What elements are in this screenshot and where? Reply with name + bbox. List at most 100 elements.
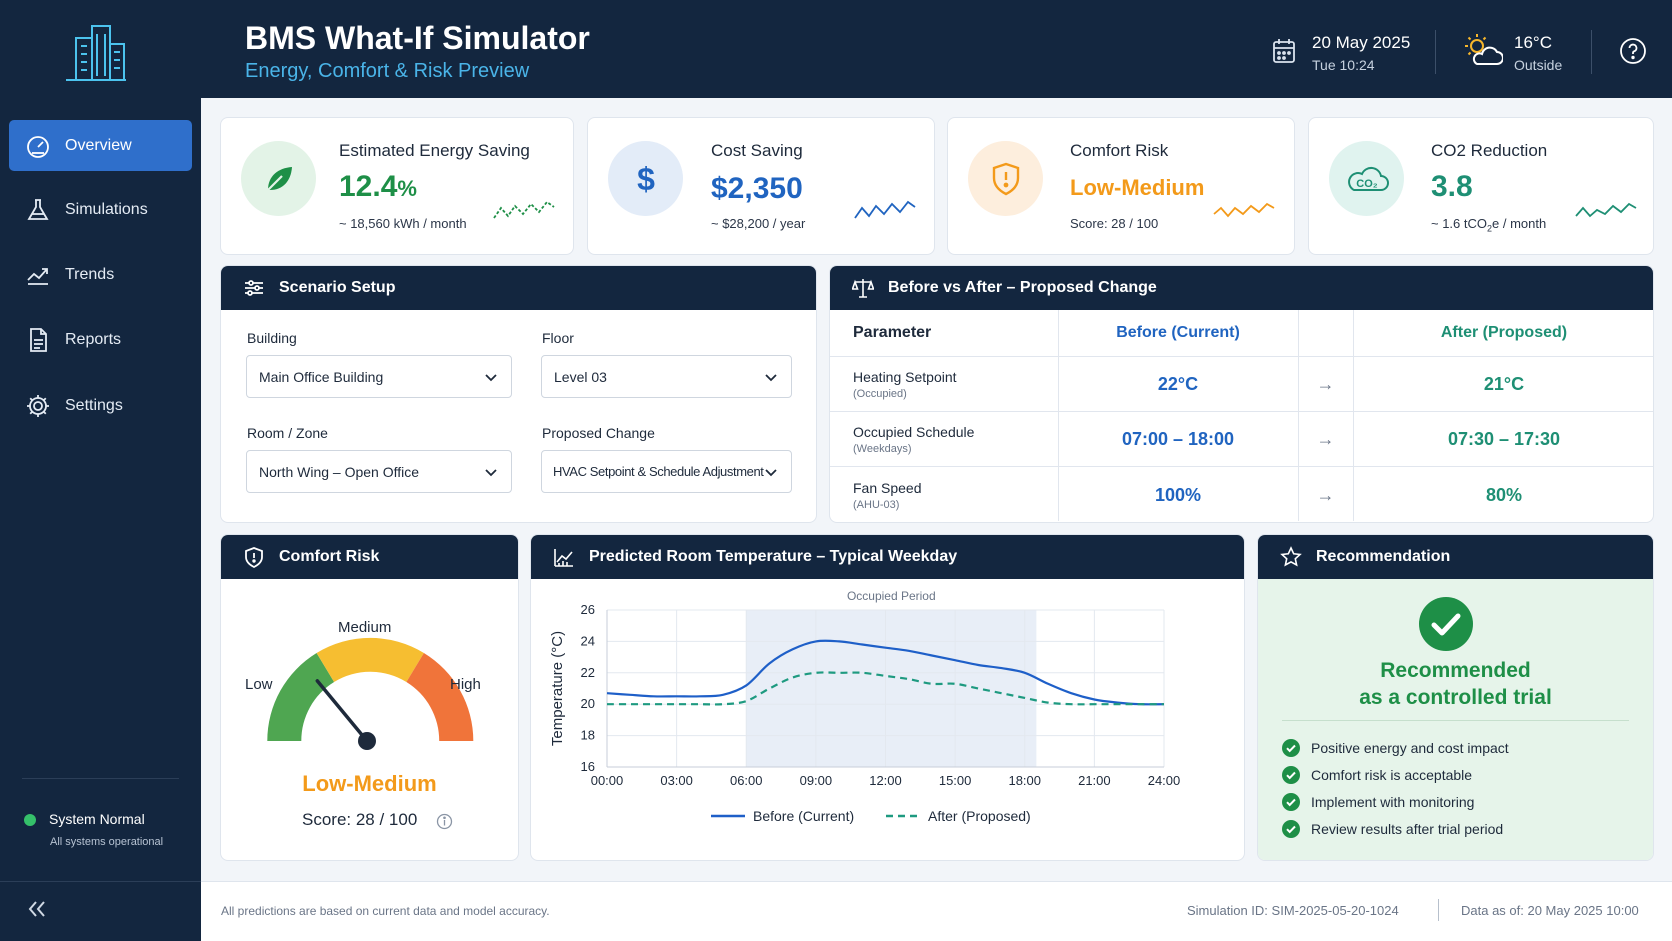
gauge-low-segment — [267, 653, 335, 741]
list-item: Comfort risk is acceptable — [1282, 766, 1472, 784]
kpi-icon-circle: $ — [608, 141, 683, 216]
kpi-subtext: ~ $28,200 / year — [711, 216, 806, 231]
table-row: Fan Speed (AHU-03) 100% → 80% — [830, 466, 1653, 522]
sparkline — [493, 200, 555, 219]
chevron-down-icon — [765, 374, 777, 382]
gauge-icon — [27, 135, 49, 158]
after-value: 07:30 – 17:30 — [1447, 428, 1561, 449]
legend-label: Before (Current) — [753, 808, 854, 824]
sidebar-item-trends[interactable]: Trends — [9, 249, 192, 300]
list-item-text: Comfort risk is acceptable — [1311, 767, 1473, 783]
kpi-value: 12.4% — [339, 170, 417, 204]
column-header-after: After (Proposed) — [1440, 324, 1568, 341]
parameter-detail: (Weekdays) — [853, 442, 912, 455]
kpi-value: $2,350 — [711, 172, 803, 205]
y-tick-label: 26 — [581, 602, 595, 617]
kpi-icon-circle — [968, 141, 1043, 216]
chevron-down-icon — [485, 469, 497, 477]
kpi-subtext: ~ 1.6 tCO2e / month — [1431, 216, 1546, 234]
sparkline — [1575, 202, 1637, 218]
comfort-gauge — [267, 637, 474, 750]
sidebar-item-reports[interactable]: Reports — [9, 314, 192, 365]
status-title: System Normal — [49, 811, 145, 827]
kpi-card-energy: Estimated Energy Saving 12.4% ~ 18,560 k… — [220, 117, 574, 255]
change-select[interactable]: HVAC Setpoint & Schedule Adjustment — [541, 450, 792, 493]
before-value: 07:00 – 18:00 — [1121, 428, 1235, 449]
panel-title: Scenario Setup — [279, 279, 396, 296]
x-tick-label: 15:00 — [939, 773, 972, 788]
kpi-label: Estimated Energy Saving — [339, 141, 530, 160]
co2-sub-prefix: ~ 1.6 tCO — [1431, 216, 1487, 231]
x-tick-label: 18:00 — [1008, 773, 1041, 788]
list-item-text: Implement with monitoring — [1311, 794, 1475, 810]
sidebar-item-label: Settings — [65, 396, 123, 414]
column-header-parameter: Parameter — [853, 324, 932, 341]
zone-select[interactable]: North Wing – Open Office — [246, 450, 512, 493]
status-dot — [24, 814, 36, 826]
shield-icon — [245, 547, 263, 568]
floor-label: Floor — [542, 330, 574, 346]
kpi-card-cost: $ Cost Saving $2,350 ~ $28,200 / year — [587, 117, 935, 255]
building-select[interactable]: Main Office Building — [246, 355, 512, 398]
data-as-of: Data as of: 20 May 2025 10:00 — [1461, 903, 1639, 918]
panel-header: Predicted Room Temperature – Typical Wee… — [531, 535, 1244, 579]
legend-label: After (Proposed) — [928, 808, 1031, 824]
sidebar-item-settings[interactable]: Settings — [9, 380, 192, 431]
calendar-icon — [1273, 39, 1295, 63]
table-row: Occupied Schedule (Weekdays) 07:00 – 18:0… — [830, 411, 1653, 466]
check-icon — [1282, 793, 1300, 811]
arrow-right-icon: → — [1316, 485, 1335, 505]
co2-cloud-icon: CO₂ — [1347, 166, 1389, 191]
x-tick-label: 21:00 — [1078, 773, 1111, 788]
header-divider — [1591, 30, 1592, 74]
panel-title: Predicted Room Temperature – Typical Wee… — [589, 548, 958, 565]
before-value: 100% — [1154, 485, 1202, 505]
column-divider — [1353, 310, 1354, 521]
y-tick-label: 18 — [581, 728, 595, 743]
recommendation-headline: Recommended — [1380, 659, 1531, 682]
sidebar-item-overview[interactable]: Overview — [9, 120, 192, 171]
line-chart-icon — [554, 549, 573, 567]
kpi-value: Low-Medium — [1070, 175, 1205, 200]
x-tick-label: 06:00 — [730, 773, 763, 788]
collapse-sidebar-icon[interactable] — [24, 896, 50, 922]
co2-subscript: 2 — [1487, 223, 1493, 234]
sliders-icon — [245, 280, 263, 296]
panel-title: Recommendation — [1316, 548, 1451, 565]
info-icon[interactable] — [436, 813, 453, 830]
kpi-label: Comfort Risk — [1070, 141, 1169, 160]
shield-alert-icon — [992, 162, 1019, 195]
kpi-label: Cost Saving — [711, 141, 803, 160]
panel-title: Before vs After – Proposed Change — [888, 279, 1157, 296]
footer: All predictions are based on current dat… — [201, 881, 1672, 941]
floor-select[interactable]: Level 03 — [541, 355, 792, 398]
gauge-label-medium: Medium — [338, 619, 392, 636]
change-label: Proposed Change — [542, 425, 655, 441]
panel-header: Before vs After – Proposed Change — [830, 266, 1653, 310]
check-icon — [1282, 739, 1300, 757]
y-tick-label: 20 — [581, 696, 595, 711]
y-tick-label: 22 — [581, 665, 595, 680]
temperature-chart-panel: Predicted Room Temperature – Typical Wee… — [530, 534, 1245, 861]
x-tick-label: 24:00 — [1148, 773, 1181, 788]
comfort-risk-value: Low-Medium — [302, 771, 437, 796]
list-item: Review results after trial period — [1282, 820, 1503, 838]
arrow-right-icon: → — [1316, 428, 1335, 449]
dollar-icon: $ — [637, 161, 655, 197]
parameter-detail: (AHU-03) — [853, 499, 900, 511]
x-tick-label: 12:00 — [869, 773, 902, 788]
kpi-value: 3.8 — [1431, 170, 1473, 203]
comfort-score: Score: 28 / 100 — [302, 810, 418, 829]
series-line-before — [606, 639, 1165, 706]
gauge-medium-segment — [316, 637, 424, 682]
kpi-subtext: Score: 28 / 100 — [1070, 216, 1159, 231]
gear-icon — [27, 394, 49, 417]
x-tick-label: 09:00 — [800, 773, 833, 788]
help-icon[interactable] — [1619, 37, 1647, 65]
floor-value: Level 03 — [554, 368, 607, 385]
sidebar-item-simulations[interactable]: Simulations — [9, 184, 192, 235]
trend-chart-icon — [27, 267, 48, 285]
check-icon — [1282, 820, 1300, 838]
outside-label: Outside — [1514, 57, 1563, 73]
chevron-down-icon — [765, 469, 777, 477]
